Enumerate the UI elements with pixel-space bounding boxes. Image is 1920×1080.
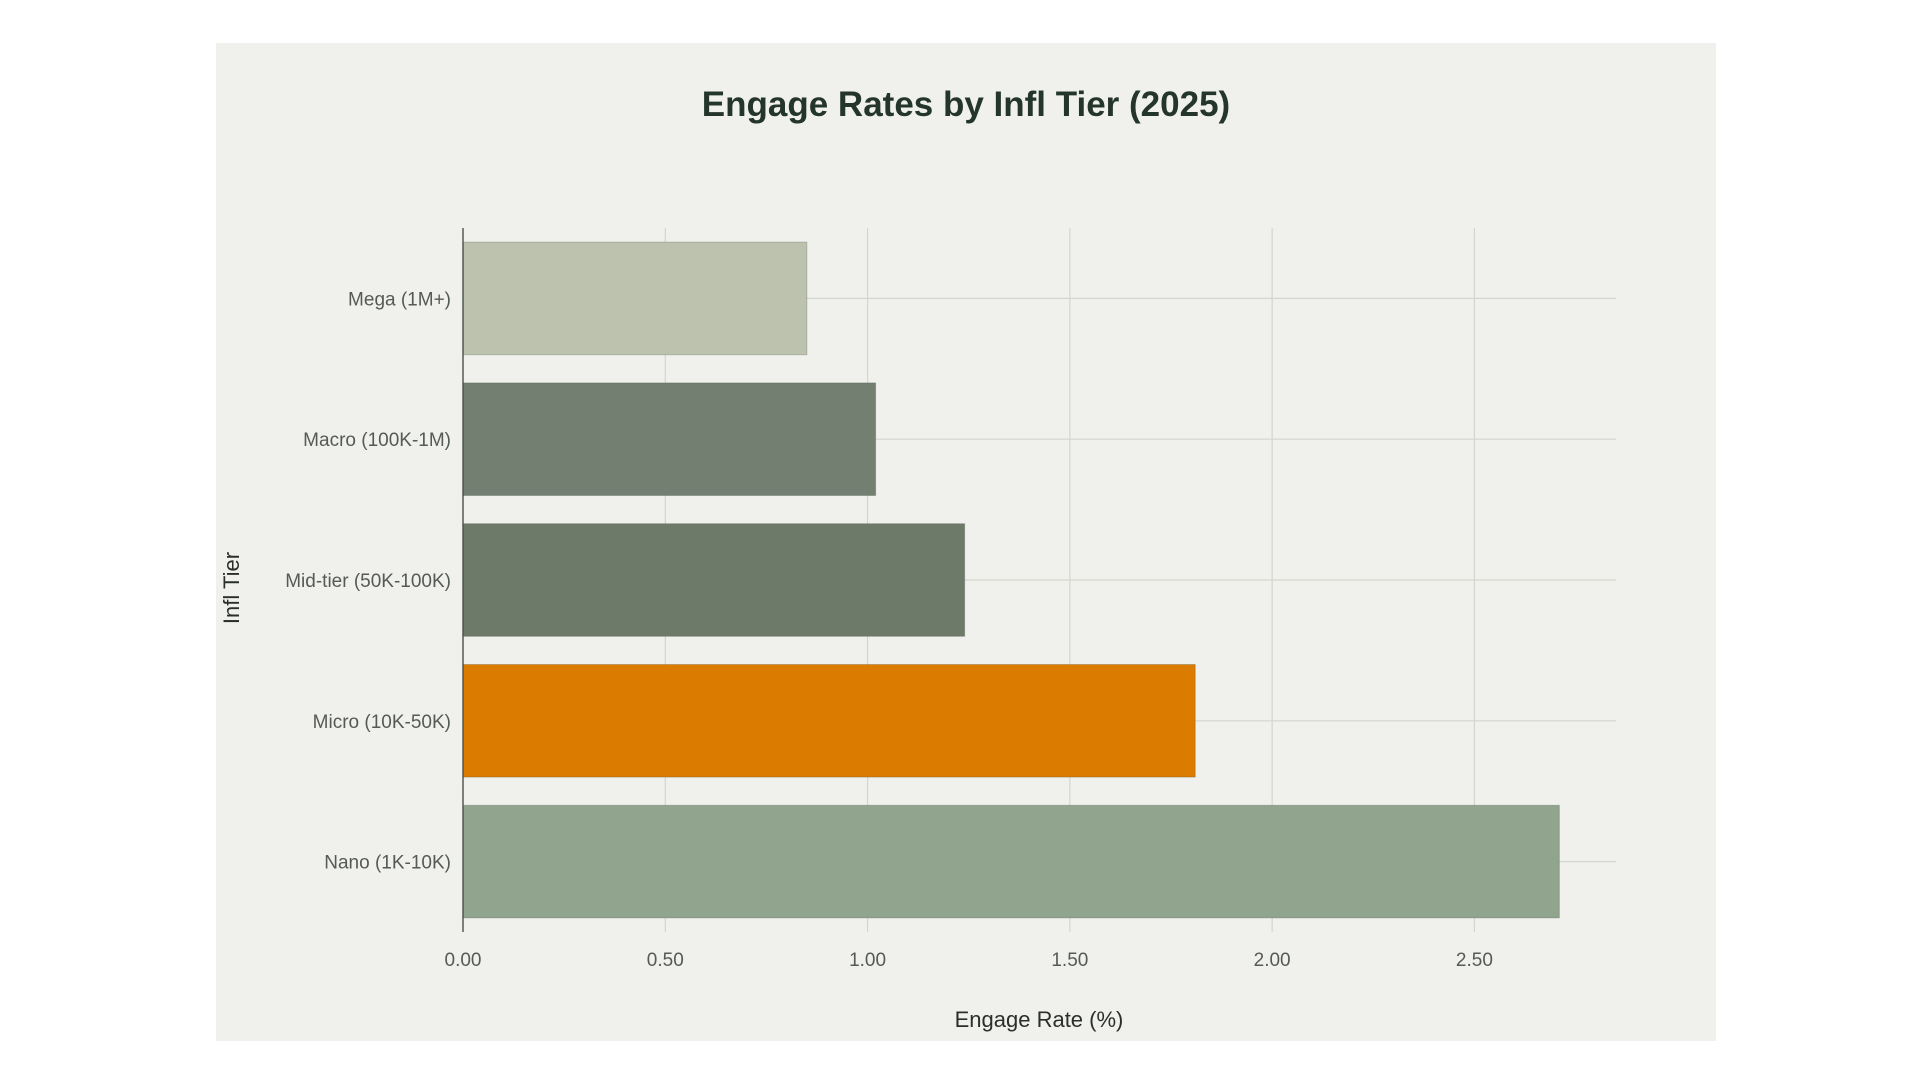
bar [462, 241, 808, 356]
bar [462, 804, 1560, 919]
bar [462, 523, 966, 637]
bar [462, 663, 1196, 778]
x-tick-label: 1.50 [1051, 950, 1088, 971]
x-tick-label: 0.00 [445, 950, 482, 971]
chart-title: Engage Rates by Infl Tier (2025) [702, 85, 1230, 124]
bar-chart: Engage Rates by Infl Tier (2025) 0.00 0.5… [219, 85, 1616, 1032]
x-axis-title: Engage Rate (%) [955, 1007, 1124, 1032]
y-category-label: Nano (1K-10K) [324, 853, 451, 874]
y-category-label: Micro (10K-50K) [313, 712, 451, 733]
chart-panel: Engage Rates by Infl Tier (2025) 0.00 0.5… [216, 43, 1716, 1041]
y-axis-title: Infl Tier [219, 552, 244, 624]
y-category-label: Mega (1M+) [348, 289, 451, 310]
bar [462, 382, 877, 497]
bars-layer [462, 241, 1560, 919]
x-tick-label: 0.50 [647, 950, 684, 971]
x-tick-label: 1.00 [849, 950, 886, 971]
labels-layer: 0.00 0.50 1.00 1.50 2.00 2.50 Mega (1M+) Macro … [285, 289, 1493, 971]
x-tick-label: 2.50 [1456, 950, 1493, 971]
x-tick-label: 2.00 [1254, 950, 1291, 971]
y-category-label: Mid-tier (50K-100K) [285, 571, 451, 592]
y-category-label: Macro (100K-1M) [303, 430, 451, 451]
